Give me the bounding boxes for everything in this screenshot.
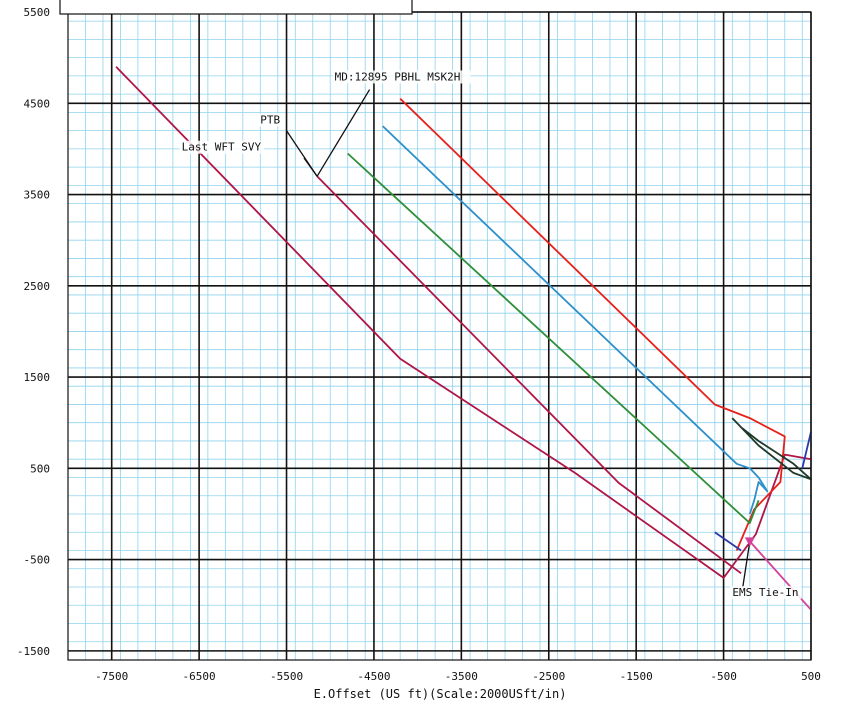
annotation-bg <box>179 140 265 154</box>
series-line <box>316 175 742 575</box>
x-tick-label: 500 <box>801 670 821 683</box>
tie-in-marker <box>744 537 755 547</box>
x-axis-title: E.Offset (US ft)(Scale:2000USft/in) <box>314 687 567 701</box>
x-tick-label: -4500 <box>357 670 390 683</box>
annotation-label: Last WFT SVY <box>182 141 262 154</box>
annotation-leader <box>742 541 751 588</box>
x-tick-label: -5500 <box>270 670 303 683</box>
x-tick-label: -7500 <box>95 670 128 683</box>
plot-background <box>68 12 811 660</box>
series-line <box>731 417 812 481</box>
annotation-bg <box>332 70 471 84</box>
y-tick-label: 5500 <box>24 6 51 19</box>
y-tick-label: 1500 <box>24 371 51 384</box>
x-tick-label: -2500 <box>532 670 565 683</box>
x-tick-label: -6500 <box>183 670 216 683</box>
annotation-label: PTB <box>260 113 280 126</box>
annotation-leader <box>316 89 371 177</box>
x-tick-label: -3500 <box>445 670 478 683</box>
series-line <box>801 431 812 469</box>
annotation-layer: MD:12895 PBHL MSK2H PTB Last WFT SVY EMS Ti… <box>179 70 802 600</box>
y-tick-label: 500 <box>30 462 50 475</box>
tick-labels: -7500 -6500 -5500 -4500 -3500 -2500 -1500 -500 5… <box>17 6 821 683</box>
annotation-leader <box>303 157 318 177</box>
y-tick-label: 2500 <box>24 280 51 293</box>
annotation-label: MD:12895 PBHL MSK2H <box>335 70 461 83</box>
y-tick-label: 4500 <box>24 97 51 110</box>
annotation-bg <box>258 113 283 127</box>
series-line <box>382 125 769 515</box>
y-tick-label: -500 <box>24 554 51 567</box>
annotation-label: EMS Tie-In <box>732 586 798 599</box>
y-tick-label: 3500 <box>24 189 51 202</box>
y-tick-label: -1500 <box>17 645 50 658</box>
plot-border <box>67 11 812 661</box>
legend-box-partial <box>59 0 413 15</box>
x-tick-label: -1500 <box>620 670 653 683</box>
series-line <box>115 66 812 579</box>
series-line <box>347 152 760 524</box>
series-line <box>714 531 742 552</box>
x-tick-label: -500 <box>710 670 737 683</box>
series-layer <box>115 66 812 611</box>
annotation-bg <box>730 586 802 600</box>
